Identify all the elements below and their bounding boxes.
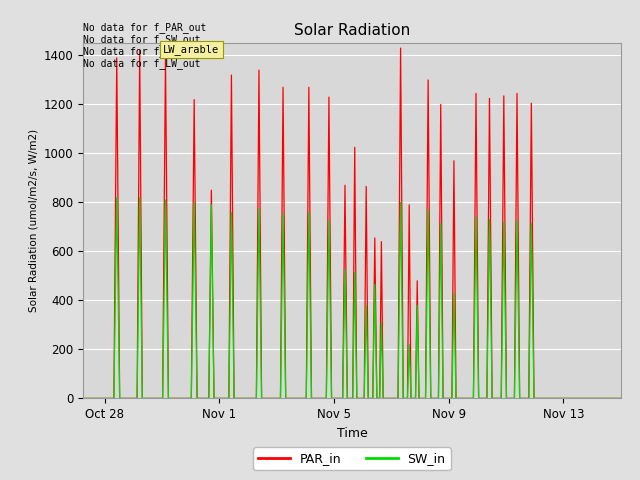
Text: No data for f_LW_out: No data for f_LW_out xyxy=(83,58,201,69)
Legend: PAR_in, SW_in: PAR_in, SW_in xyxy=(253,447,451,470)
Text: No data for f_LW_in: No data for f_LW_in xyxy=(83,46,195,57)
Text: LW_arable: LW_arable xyxy=(163,44,220,55)
X-axis label: Time: Time xyxy=(337,427,367,440)
Text: No data for f_PAR_out: No data for f_PAR_out xyxy=(83,22,207,33)
Title: Solar Radiation: Solar Radiation xyxy=(294,23,410,38)
Text: No data for f_SW_out: No data for f_SW_out xyxy=(83,34,201,45)
Y-axis label: Solar Radiation (umol/m2/s, W/m2): Solar Radiation (umol/m2/s, W/m2) xyxy=(28,129,38,312)
